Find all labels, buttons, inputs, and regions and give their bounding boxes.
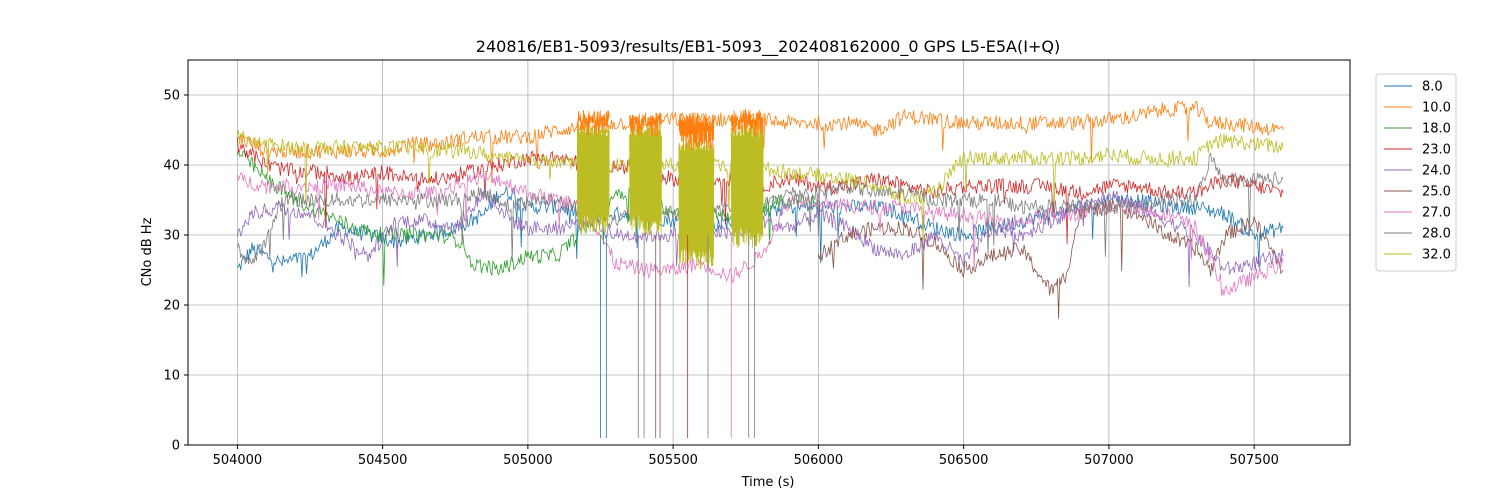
- x-axis-label: Time (s): [741, 475, 795, 490]
- legend-label-8.0: 8.0: [1422, 80, 1443, 95]
- x-tick-label: 507500: [1229, 453, 1279, 468]
- x-tick-label: 505500: [648, 453, 698, 468]
- series-burst-32.0: [576, 123, 610, 234]
- legend-label-25.0: 25.0: [1422, 185, 1451, 200]
- x-tick-label: 507000: [1084, 453, 1134, 468]
- series-line-27.0: [237, 171, 1284, 296]
- y-tick-label: 0: [172, 439, 180, 454]
- series-burst-10.0: [576, 109, 610, 136]
- series-layer: [237, 100, 1284, 438]
- series-line-25.0: [818, 199, 1284, 319]
- y-tick-label: 20: [163, 299, 180, 314]
- legend-label-24.0: 24.0: [1422, 164, 1451, 179]
- legend-label-27.0: 27.0: [1422, 206, 1451, 221]
- series-burst-10.0: [678, 112, 715, 151]
- x-tick-label: 505000: [503, 453, 553, 468]
- axis-ticks: 504000 504500 505000 505500 506000 506500 5070…: [163, 89, 1279, 469]
- legend-label-32.0: 32.0: [1422, 248, 1451, 263]
- legend-box: [1375, 73, 1457, 272]
- y-tick-label: 40: [163, 159, 180, 174]
- series-line-18.0: [237, 149, 819, 286]
- x-tick-label: 506500: [939, 453, 989, 468]
- y-tick-label: 10: [163, 369, 180, 384]
- y-tick-label: 30: [163, 229, 180, 244]
- series-burst-10.0: [629, 112, 662, 137]
- x-tick-label: 506000: [794, 453, 844, 468]
- legend-label-18.0: 18.0: [1422, 122, 1451, 137]
- series-burst-32.0: [678, 137, 715, 270]
- legend-label-28.0: 28.0: [1422, 227, 1451, 242]
- legend-label-23.0: 23.0: [1422, 143, 1451, 158]
- legend-label-10.0: 10.0: [1422, 101, 1451, 116]
- series-burst-32.0: [730, 123, 764, 249]
- x-tick-label: 504000: [213, 453, 263, 468]
- x-tick-label: 504500: [358, 453, 408, 468]
- plot-frame: [187, 59, 1351, 446]
- legend: 8.0 10.0 18.0 23.0 24.0 25.0 27.0 28.0 32.0: [1375, 73, 1457, 272]
- y-axis-label: CNo dB Hz: [140, 217, 155, 286]
- series-burst-10.0: [730, 109, 764, 137]
- chart-title: 240816/EB1-5093/results/EB1-5093__202408…: [476, 37, 1060, 57]
- series-burst-32.0: [629, 123, 662, 235]
- y-tick-label: 50: [163, 89, 180, 104]
